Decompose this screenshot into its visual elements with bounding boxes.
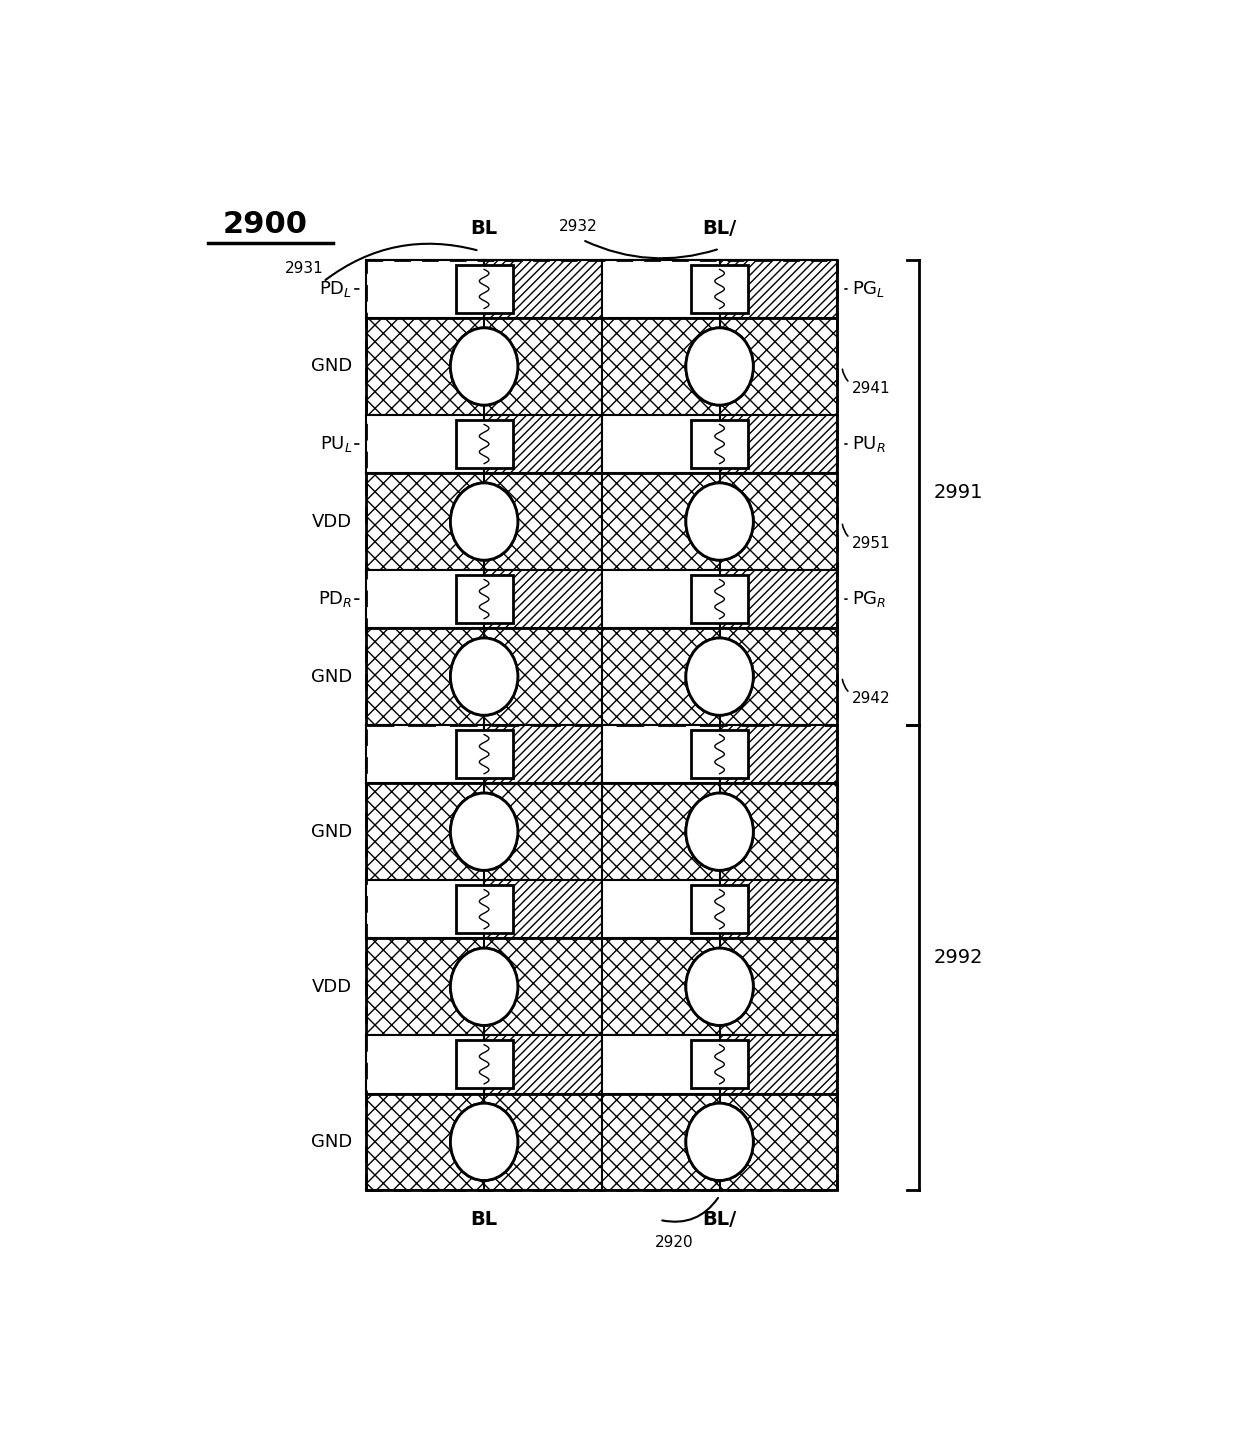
Bar — [484, 569, 601, 628]
Text: 2900: 2900 — [222, 210, 308, 239]
Bar — [719, 1035, 837, 1094]
Circle shape — [450, 794, 518, 871]
Bar — [484, 725, 601, 784]
Bar — [455, 731, 512, 778]
Circle shape — [450, 948, 518, 1025]
Text: 2920: 2920 — [655, 1236, 693, 1250]
Bar — [367, 938, 837, 1035]
Text: 2992: 2992 — [934, 948, 983, 967]
Circle shape — [686, 327, 753, 405]
Circle shape — [450, 483, 518, 561]
Circle shape — [686, 948, 753, 1025]
Text: GND: GND — [311, 822, 352, 841]
Bar — [367, 569, 837, 628]
Circle shape — [686, 794, 753, 871]
Bar — [367, 1094, 837, 1190]
Text: GND: GND — [311, 668, 352, 685]
Bar — [601, 569, 719, 628]
Text: PU$_L$: PU$_L$ — [320, 435, 352, 453]
Bar — [367, 628, 837, 725]
Bar — [691, 1040, 748, 1088]
Bar — [691, 731, 748, 778]
Bar — [455, 575, 512, 623]
Circle shape — [450, 638, 518, 715]
Circle shape — [450, 638, 518, 715]
Circle shape — [686, 483, 753, 561]
Circle shape — [450, 948, 518, 1025]
Text: PG$_R$: PG$_R$ — [852, 589, 887, 609]
Text: PG$_L$: PG$_L$ — [852, 279, 885, 299]
Bar — [691, 420, 748, 468]
Text: 2941: 2941 — [852, 380, 890, 396]
Bar — [601, 879, 719, 938]
Bar — [601, 415, 719, 473]
Circle shape — [450, 483, 518, 561]
Bar — [367, 260, 837, 319]
Text: BL: BL — [471, 1210, 497, 1228]
Bar — [484, 260, 601, 319]
Text: PD$_R$: PD$_R$ — [317, 589, 352, 609]
Bar — [367, 879, 837, 938]
Text: VDD: VDD — [312, 978, 352, 995]
Bar — [719, 569, 837, 628]
Circle shape — [450, 1103, 518, 1180]
Circle shape — [686, 327, 753, 405]
Bar — [367, 415, 837, 473]
Circle shape — [450, 1103, 518, 1180]
Bar — [691, 885, 748, 934]
Circle shape — [686, 794, 753, 871]
Text: VDD: VDD — [312, 512, 352, 531]
Bar — [367, 725, 484, 784]
Text: 2991: 2991 — [934, 483, 983, 502]
Text: 2932: 2932 — [558, 219, 598, 235]
Bar — [367, 260, 484, 319]
Bar — [455, 885, 512, 934]
Text: BL: BL — [471, 219, 497, 237]
Circle shape — [686, 638, 753, 715]
Bar — [691, 575, 748, 623]
Bar — [455, 265, 512, 313]
Bar — [601, 1035, 719, 1094]
Bar — [484, 1035, 601, 1094]
Text: 2942: 2942 — [852, 691, 890, 706]
Circle shape — [686, 1103, 753, 1180]
Bar — [601, 260, 719, 319]
Bar — [367, 879, 484, 938]
Bar — [719, 415, 837, 473]
Bar — [691, 265, 748, 313]
Bar — [367, 415, 484, 473]
Circle shape — [686, 638, 753, 715]
Text: GND: GND — [311, 1133, 352, 1151]
Circle shape — [450, 327, 518, 405]
Text: BL/: BL/ — [703, 219, 737, 237]
Bar — [601, 725, 719, 784]
Circle shape — [686, 483, 753, 561]
Text: PD$_L$: PD$_L$ — [319, 279, 352, 299]
Bar — [367, 1035, 837, 1094]
Text: GND: GND — [311, 358, 352, 376]
Text: PU$_R$: PU$_R$ — [852, 435, 885, 453]
Bar — [455, 1040, 512, 1088]
Bar — [484, 415, 601, 473]
Bar — [367, 473, 837, 569]
Circle shape — [450, 327, 518, 405]
Bar — [367, 725, 837, 784]
Bar — [367, 1035, 484, 1094]
Circle shape — [686, 948, 753, 1025]
Circle shape — [686, 1103, 753, 1180]
Bar — [367, 569, 484, 628]
Text: BL/: BL/ — [703, 1210, 737, 1228]
Bar — [367, 319, 837, 415]
Text: 2951: 2951 — [852, 536, 890, 551]
Bar — [719, 725, 837, 784]
Text: 2931: 2931 — [285, 262, 324, 276]
Bar — [719, 879, 837, 938]
Circle shape — [450, 794, 518, 871]
Bar — [455, 420, 512, 468]
Bar — [367, 784, 837, 879]
Bar — [484, 879, 601, 938]
Bar — [719, 260, 837, 319]
